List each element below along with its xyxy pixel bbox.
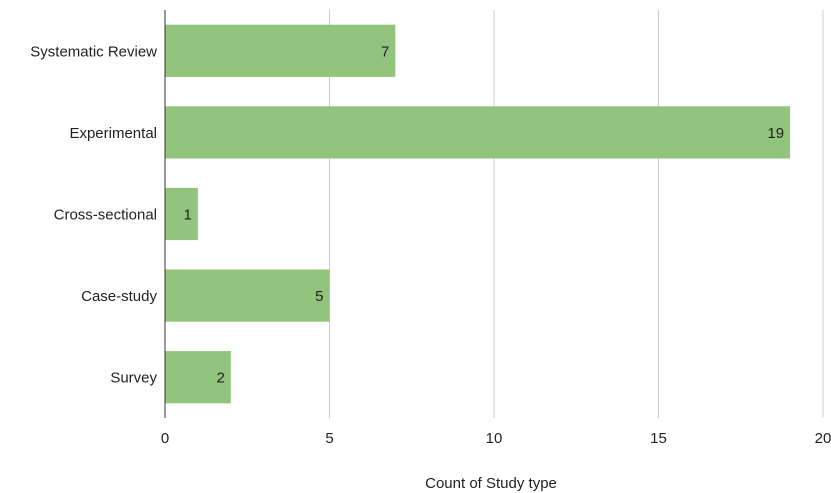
category-label-4: Survey xyxy=(110,370,157,387)
bar-2 xyxy=(165,187,198,241)
bar-4 xyxy=(165,351,231,404)
x-tick-label-2: 10 xyxy=(486,430,503,447)
data-label-3: 5 xyxy=(315,288,323,305)
category-label-3: Case-study xyxy=(81,288,157,305)
x-tick-label-1: 5 xyxy=(325,430,333,447)
x-tick-label-3: 15 xyxy=(650,430,667,447)
category-labels: Systematic Review Experimental Cross-secti… xyxy=(30,43,157,386)
bar-0 xyxy=(165,24,396,77)
x-tick-labels: 0 5 10 15 20 xyxy=(161,430,831,447)
category-label-0: Systematic Review xyxy=(30,43,157,60)
bars xyxy=(165,24,791,404)
data-label-1: 19 xyxy=(767,125,784,142)
gridlines xyxy=(329,10,824,418)
x-axis-title: Count of Study type xyxy=(425,475,557,492)
data-label-2: 1 xyxy=(184,207,192,224)
x-tick-label-4: 20 xyxy=(815,430,831,447)
x-tick-label-0: 0 xyxy=(161,430,169,447)
bar-3 xyxy=(165,269,330,322)
data-label-0: 7 xyxy=(381,43,389,60)
bar-1 xyxy=(165,106,791,159)
category-label-1: Experimental xyxy=(69,125,157,142)
category-label-2: Cross-sectional xyxy=(54,207,157,224)
data-labels: 7 19 1 5 2 xyxy=(184,43,785,386)
data-label-4: 2 xyxy=(216,370,224,387)
